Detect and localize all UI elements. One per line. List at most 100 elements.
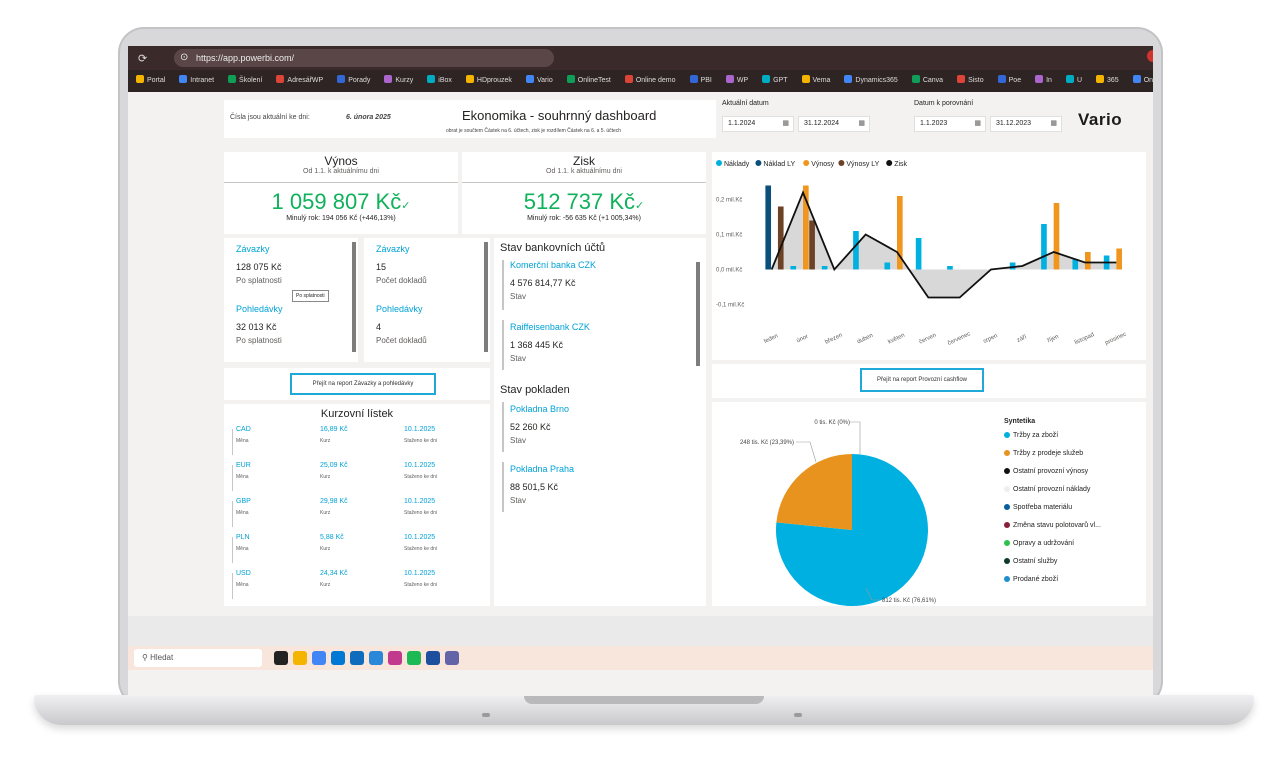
bookmark-label: HDprouzek (476, 77, 512, 84)
bookmark-icon (179, 75, 188, 83)
taskbar-app-icon[interactable] (350, 651, 364, 665)
bar-náklady (1041, 224, 1047, 270)
fx-currency-label: Měna (236, 582, 249, 588)
cash-name[interactable]: Pokladna Praha (510, 464, 575, 474)
cash-value: 52 260 Kč (510, 422, 551, 432)
bookmark-6[interactable]: iBox (427, 75, 459, 84)
scrollbar[interactable] (696, 262, 700, 366)
receivables-report-button[interactable]: Přejít na report Závazky a pohledávky (290, 373, 436, 395)
bookmark-12[interactable]: WP (725, 75, 755, 84)
pie-legend-item[interactable]: Tržby z prodeje služeb (1004, 450, 1083, 457)
address-bar[interactable]: ⊙ https://app.powerbi.com/ (174, 49, 554, 67)
calendar-icon[interactable]: ▦ (858, 120, 865, 127)
taskbar-app-icon[interactable] (274, 651, 288, 665)
bank-name[interactable]: Raiffeisenbank CZK (510, 322, 590, 332)
legend-label: Náklad LY (763, 161, 795, 168)
calendar-icon[interactable]: ▦ (782, 120, 789, 127)
pie-legend-item[interactable]: Změna stavu polotovarů vl... (1004, 522, 1101, 529)
calendar-icon[interactable]: ▦ (974, 120, 981, 127)
pie-legend-item[interactable]: Tržby za zboží (1004, 432, 1058, 439)
bar-výnosy (1085, 252, 1091, 270)
browser-toolbar: ⟳ ⊙ https://app.powerbi.com/ (128, 46, 1153, 70)
taskbar-app-icon[interactable] (407, 651, 421, 665)
site-info-icon[interactable]: ⊙ (180, 52, 189, 63)
bookmark-4[interactable]: Porady (337, 75, 377, 84)
legend-label: Tržby za zboží (1013, 432, 1059, 439)
cash-name[interactable]: Pokladna Brno (510, 404, 570, 414)
bookmark-label: AdresářWP (287, 77, 324, 84)
compare-to-input[interactable]: 31.12.2023 ▦ (990, 116, 1062, 132)
bookmark-20[interactable]: U (1065, 75, 1089, 84)
taskbar-app-icon[interactable] (445, 651, 459, 665)
bookmark-15[interactable]: Dynamics365 (844, 75, 904, 84)
liabilities-title[interactable]: Závazky (236, 244, 270, 254)
taskbar-app-icon[interactable] (293, 651, 307, 665)
taskbar-app-icon[interactable] (388, 651, 402, 665)
laptop-foot (794, 713, 802, 717)
bookmark-7[interactable]: HDprouzek (465, 75, 519, 84)
legend-marker (803, 160, 810, 166)
legend-label: Ostatní provozní náklady (1013, 486, 1091, 493)
bookmark-17[interactable]: Sisto (957, 75, 991, 84)
current-from-input[interactable]: 1.1.2024 ▦ (722, 116, 794, 132)
record-icon[interactable] (1147, 50, 1153, 62)
bookmark-label: In (1046, 77, 1052, 84)
scrollbar[interactable] (484, 242, 488, 352)
bookmark-icon (427, 75, 436, 83)
fx-rate: 5,88 Kč (320, 534, 344, 541)
pie-legend-item[interactable]: Ostatní služby (1004, 558, 1057, 565)
bookmark-5[interactable]: Kurzy (384, 75, 420, 84)
profit-value: 512 737 Kč✓ (523, 189, 645, 214)
bookmark-16[interactable]: Canva (911, 75, 950, 84)
fx-date-label: Staženo ke dni (404, 474, 438, 480)
x-tick-label: září (1016, 334, 1028, 344)
legend-marker (1004, 486, 1010, 492)
pie-legend-item[interactable]: Ostatní provozní výnosy (1004, 468, 1088, 475)
pie-legend-item[interactable]: Opravy a udržování (1004, 540, 1074, 547)
bookmark-11[interactable]: PBI (689, 75, 719, 84)
taskbar-app-icon[interactable] (312, 651, 326, 665)
taskbar-search[interactable]: ⚲ Hledat (134, 649, 262, 667)
bank-name[interactable]: Komerční banka CZK (510, 260, 597, 270)
bookmark-8[interactable]: Vario (525, 75, 560, 84)
bookmark-13[interactable]: GPT (762, 75, 794, 84)
bookmark-1[interactable]: Intranet (179, 75, 221, 84)
bookmark-22[interactable]: OneDrive (1132, 75, 1153, 84)
receivables-count-title[interactable]: Pohledávky (376, 304, 423, 314)
compare-from-input[interactable]: 1.1.2023 ▦ (914, 116, 986, 132)
bookmark-14[interactable]: Vema (801, 75, 838, 84)
liabilities-count-title[interactable]: Závazky (376, 244, 410, 254)
pie-legend-item[interactable]: Ostatní provozní náklady (1004, 486, 1090, 493)
bookmark-18[interactable]: Poe (997, 75, 1028, 84)
taskbar-app-icon[interactable] (426, 651, 440, 665)
bar-náklady (884, 262, 891, 270)
pie-legend-item[interactable]: Prodané zboží (1004, 576, 1058, 583)
reload-icon[interactable]: ⟳ (138, 53, 148, 65)
scrollbar[interactable] (352, 242, 356, 352)
bar-výnosy-ly (777, 206, 784, 270)
bookmark-19[interactable]: In (1035, 75, 1059, 84)
fx-currency-label: Měna (236, 510, 249, 516)
bookmark-10[interactable]: Online demo (624, 75, 683, 84)
current-to-input[interactable]: 31.12.2024 ▦ (798, 116, 870, 132)
y-tick-label: 0,1 mil.Kč (716, 233, 742, 239)
bookmark-label: PBI (700, 77, 712, 84)
bookmark-3[interactable]: AdresářWP (276, 75, 330, 84)
receivables-title[interactable]: Pohledávky (236, 304, 283, 314)
pie-legend-item[interactable]: Spotřeba materiálu (1004, 504, 1072, 511)
taskbar-app-icon[interactable] (331, 651, 345, 665)
leader-line (796, 441, 817, 463)
profit-previous: Minulý rok: -56 635 Kč (+1 005,34%) (527, 215, 641, 222)
fx-title: Kurzovní lístek (320, 408, 394, 420)
cashflow-chart-tile: Náklady Náklad LY Výnosy Výnosy LY Zisk -0,1 … (712, 152, 1146, 360)
cashflow-report-button[interactable]: Přejít na report Provozní cashflow (860, 368, 984, 392)
bookmark-2[interactable]: Školení (228, 75, 269, 84)
x-tick-label: srpen (983, 333, 999, 345)
calendar-icon[interactable]: ▦ (1050, 120, 1057, 127)
bookmark-9[interactable]: OnlineTest (566, 75, 618, 84)
bookmark-0[interactable]: Portal (136, 75, 172, 84)
leader-line (865, 587, 880, 601)
taskbar-app-icon[interactable] (369, 651, 383, 665)
y-tick-label: 0,0 mil.Kč (716, 268, 742, 274)
bookmark-21[interactable]: 365 (1096, 75, 1126, 84)
